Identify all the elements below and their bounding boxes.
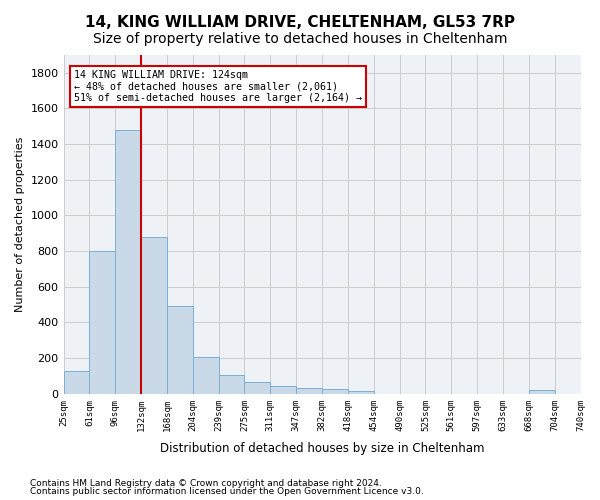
Bar	[271, 386, 296, 394]
Bar	[529, 390, 554, 394]
Bar	[218, 375, 244, 394]
Bar	[296, 388, 322, 394]
Bar	[322, 390, 348, 394]
Bar	[64, 372, 89, 394]
Text: 14, KING WILLIAM DRIVE, CHELTENHAM, GL53 7RP: 14, KING WILLIAM DRIVE, CHELTENHAM, GL53…	[85, 15, 515, 30]
X-axis label: Distribution of detached houses by size in Cheltenham: Distribution of detached houses by size …	[160, 442, 484, 455]
Y-axis label: Number of detached properties: Number of detached properties	[15, 136, 25, 312]
Bar	[141, 237, 167, 394]
Bar	[89, 251, 115, 394]
Text: Size of property relative to detached houses in Cheltenham: Size of property relative to detached ho…	[93, 32, 507, 46]
Bar	[115, 130, 141, 394]
Bar	[348, 391, 374, 394]
Bar	[244, 382, 271, 394]
Bar	[193, 357, 218, 394]
Text: Contains HM Land Registry data © Crown copyright and database right 2024.: Contains HM Land Registry data © Crown c…	[30, 478, 382, 488]
Text: 14 KING WILLIAM DRIVE: 124sqm
← 48% of detached houses are smaller (2,061)
51% o: 14 KING WILLIAM DRIVE: 124sqm ← 48% of d…	[74, 70, 362, 103]
Text: Contains public sector information licensed under the Open Government Licence v3: Contains public sector information licen…	[30, 487, 424, 496]
Bar	[167, 306, 193, 394]
